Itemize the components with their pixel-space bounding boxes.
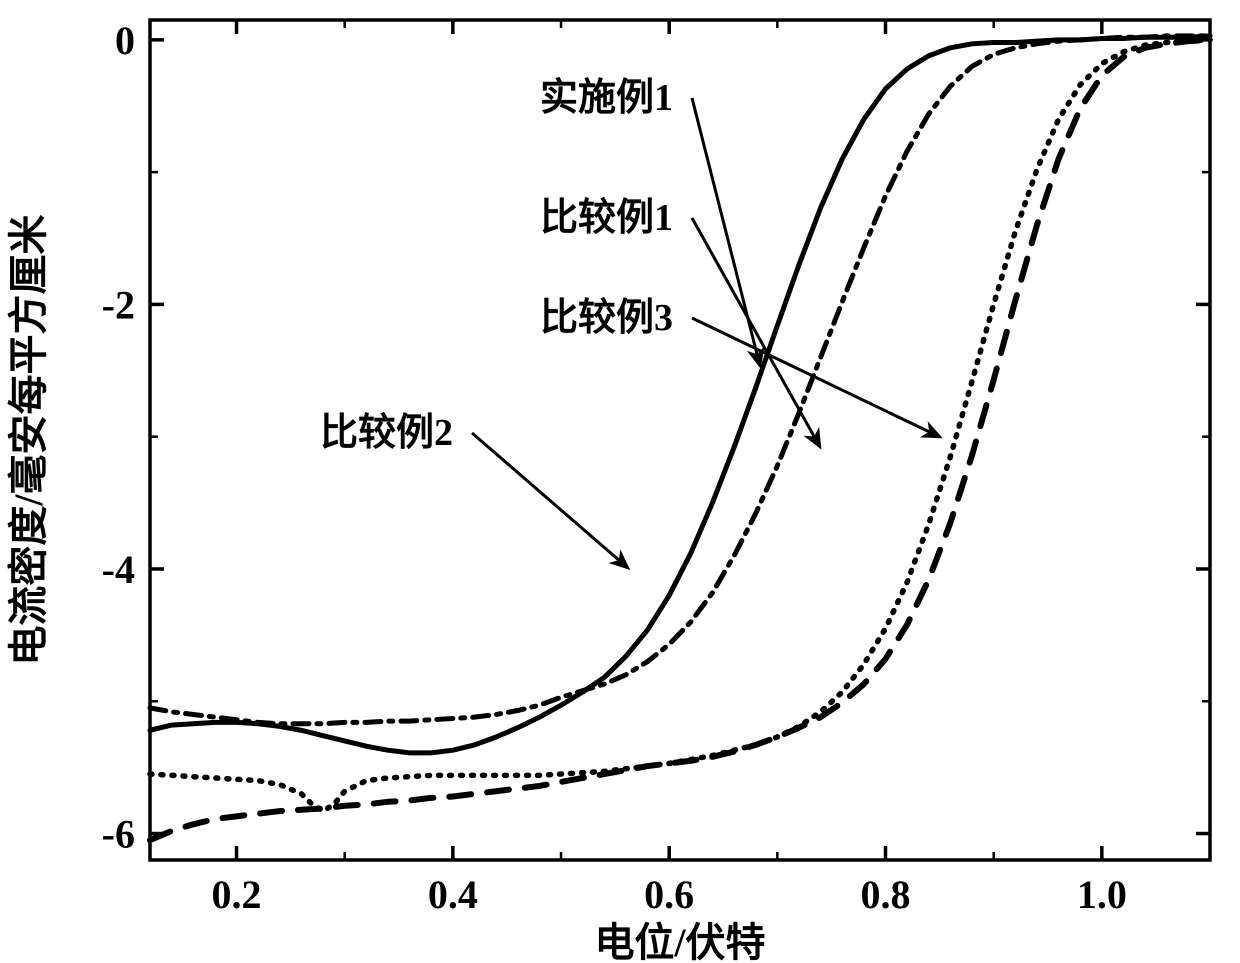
x-tick-label: 0.8 <box>861 872 911 917</box>
y-tick-label: 0 <box>115 18 135 63</box>
x-tick-label: 0.4 <box>428 872 478 917</box>
y-tick-label: -4 <box>102 547 135 592</box>
ann-example1: 实施例1 <box>540 77 673 119</box>
ann-compare1: 比较例1 <box>540 197 673 239</box>
x-axis-label: 电位/伏特 <box>594 920 765 963</box>
line-chart: 0.2 0.4 0.6 0.8 1.0 0 -2 -4 -6 电位/伏特 电流密度/毫安每平方厘米 实… <box>0 0 1240 963</box>
x-tick-label: 0.2 <box>212 872 262 917</box>
ann-compare3: 比较例3 <box>540 297 673 339</box>
x-tick-label: 0.6 <box>644 872 694 917</box>
ann-compare2: 比较例2 <box>320 412 453 454</box>
y-axis-label: 电流密度/毫安每平方厘米 <box>6 214 51 665</box>
y-tick-label: -6 <box>102 812 135 857</box>
y-tick-label: -2 <box>102 282 135 327</box>
x-tick-label: 1.0 <box>1077 872 1127 917</box>
